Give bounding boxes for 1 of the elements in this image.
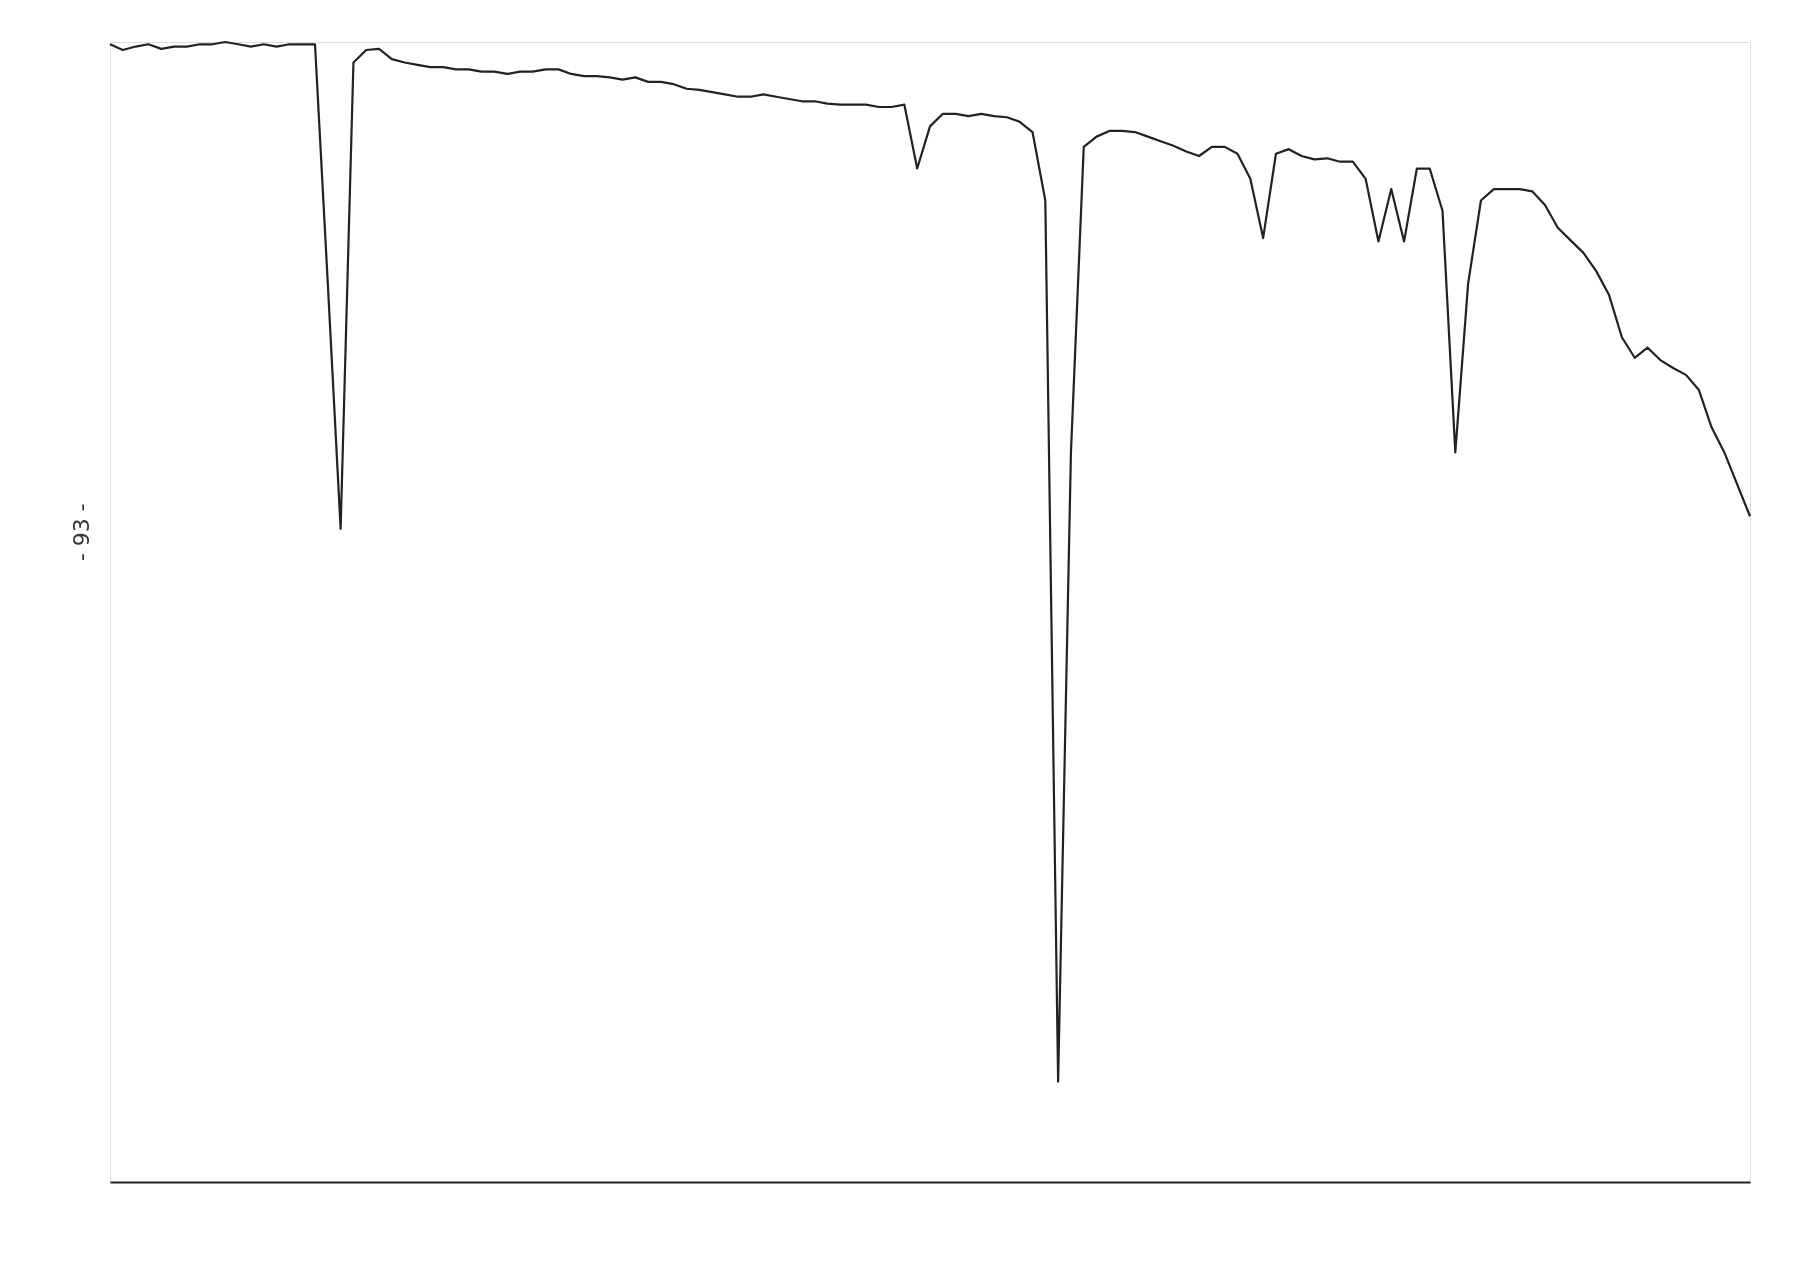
text: - 93 -: [69, 503, 94, 562]
